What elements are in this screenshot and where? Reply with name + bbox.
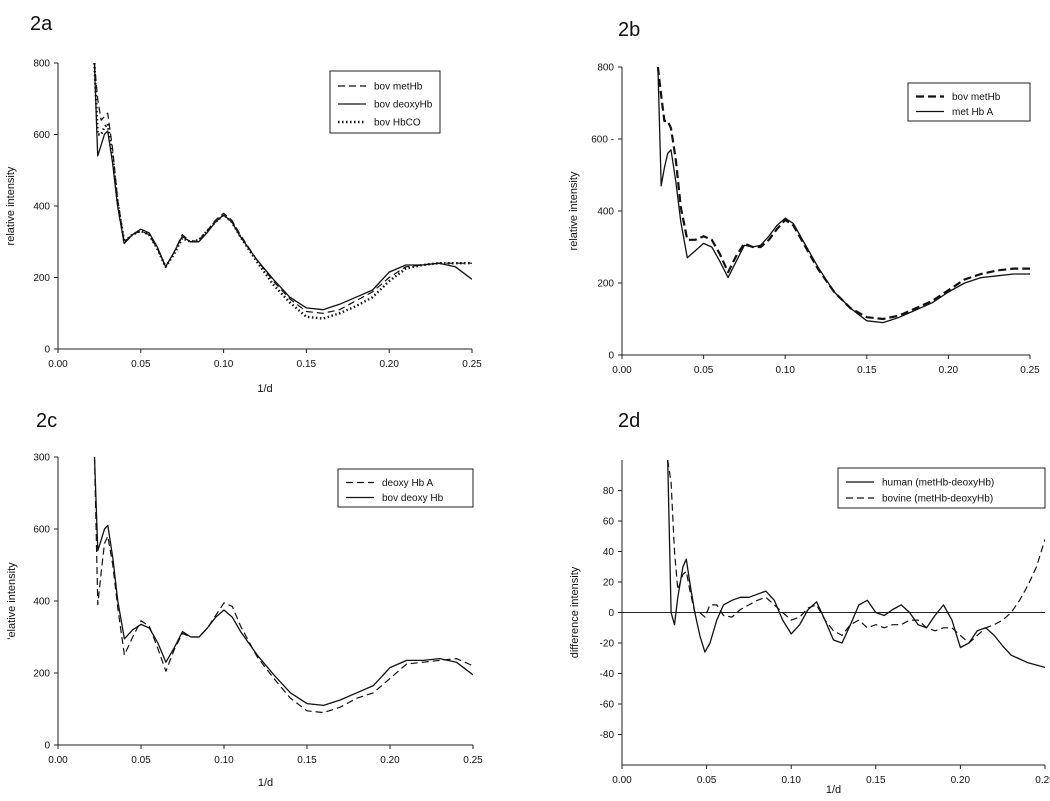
- x-tick-label: 0.05: [131, 755, 151, 766]
- x-tick-label: 0.00: [612, 775, 632, 786]
- y-tick-label: 400: [33, 597, 50, 608]
- chart-panel-2d: 2d 0.00 0.05 0.10 0.15 0.20 0.25 -80 -60 -40 -20 0 2…: [569, 410, 1050, 796]
- legend-box: [337, 468, 474, 508]
- x-tick-label: 0.10: [214, 755, 234, 766]
- x-tick-label: 0.15: [857, 365, 877, 376]
- y-tick-label: 20: [603, 578, 615, 589]
- x-axis-label: 1/d: [257, 383, 272, 395]
- x-tick-label: 0.25: [462, 359, 482, 370]
- y-tick-label: 0: [44, 741, 50, 752]
- legend-label: bov deoxy Hb: [382, 493, 444, 504]
- legend-label: bov deoxyHb: [374, 100, 433, 111]
- x-tick-label: 0.20: [380, 755, 400, 766]
- y-axis-label: relative intensity: [5, 166, 17, 245]
- y-tick-label: 60: [603, 517, 615, 528]
- y-tick-label: -20: [600, 639, 615, 650]
- y-axis-label: 'elative intensity: [6, 562, 18, 640]
- panel-title: 2a: [30, 13, 53, 35]
- x-axis-label: 1/d: [826, 784, 841, 796]
- x-tick-label: 0.05: [131, 359, 151, 370]
- series-line-1: [656, 66, 1030, 321]
- y-tick-label: -80: [600, 730, 615, 741]
- x-tick-label: 0.05: [697, 775, 717, 786]
- y-axis-label: relative intensity: [568, 171, 580, 250]
- y-tick-label: -60: [600, 700, 615, 711]
- series-line-2: [657, 66, 1030, 324]
- x-tick-label: 0.20: [951, 775, 971, 786]
- y-tick-label: 800: [597, 63, 614, 74]
- series-line-1: [93, 62, 472, 314]
- x-tick-label: 0.25: [1020, 365, 1040, 376]
- legend-label: bov HbCO: [374, 118, 421, 129]
- y-tick-label: 400: [33, 202, 50, 213]
- y-tick-label: 200: [33, 273, 50, 284]
- chart-panel-2c: 2c 0.00 0.05 0.10 0.15 0.20 0.25 0 200 400 600 300 1…: [6, 410, 483, 789]
- panel-title: 2b: [618, 19, 640, 41]
- x-tick-label: 0.15: [866, 775, 886, 786]
- x-tick-label: 0.05: [694, 365, 714, 376]
- legend: bov metHb met Hb A: [907, 82, 1031, 122]
- x-tick-label: 0.15: [297, 755, 317, 766]
- legend-label: bovine (metHb-deoxyHb): [882, 494, 993, 505]
- x-tick-label: 0.20: [939, 365, 959, 376]
- chart-panel-2b: 2b 0.00 0.05 0.10 0.15 0.20 0.25 0 200 400 600 - 80…: [568, 19, 1040, 376]
- legend-label: met Hb A: [952, 107, 993, 118]
- series-line-2: [667, 459, 1045, 644]
- x-tick-label: 0.15: [297, 359, 317, 370]
- x-tick-label: 0.20: [379, 359, 399, 370]
- y-tick-label: 400: [597, 207, 614, 218]
- legend-label: deoxy Hb A: [382, 478, 433, 489]
- y-tick-label: 300: [33, 453, 50, 464]
- y-tick-label: 800: [33, 59, 50, 70]
- panel-title: 2c: [36, 410, 57, 432]
- legend-box: [907, 82, 1031, 122]
- legend: bov metHb bov deoxyHb bov HbCO: [329, 70, 441, 134]
- y-tick-label: 200: [597, 279, 614, 290]
- series-line-2: [93, 456, 473, 707]
- y-tick-label: 40: [603, 547, 615, 558]
- x-tick-label: 0.10: [214, 359, 234, 370]
- series-line-3: [93, 62, 472, 320]
- x-tick-label: 0.00: [612, 365, 632, 376]
- x-tick-label: 0.00: [48, 755, 68, 766]
- y-tick-label: 0: [608, 351, 614, 362]
- y-tick-label: 0: [44, 345, 50, 356]
- x-tick-label: 0.10: [775, 365, 795, 376]
- y-tick-label: 600: [33, 130, 50, 141]
- y-tick-label: 0: [608, 608, 614, 619]
- x-tick-label: 0.25: [463, 755, 483, 766]
- y-tick-label: 600 -: [591, 135, 614, 146]
- x-tick-label: 0.25: [1035, 775, 1050, 786]
- y-tick-label: 600: [33, 525, 50, 536]
- legend-label: bov metHb: [374, 82, 423, 93]
- legend: deoxy Hb A bov deoxy Hb: [337, 468, 474, 508]
- legend-label: bov metHb: [952, 92, 1001, 103]
- x-tick-label: 0.00: [48, 359, 68, 370]
- legend-box: [837, 467, 1046, 509]
- x-tick-label: 0.10: [781, 775, 801, 786]
- y-tick-label: 200: [33, 669, 50, 680]
- legend-label: human (metHb-deoxyHb): [882, 478, 994, 489]
- y-tick-label: -40: [600, 669, 615, 680]
- legend-box: [329, 70, 441, 134]
- legend: human (metHb-deoxyHb) bovine (metHb-deoxy…: [837, 467, 1046, 509]
- y-tick-label: 80: [603, 486, 615, 497]
- x-axis-label: 1/d: [258, 777, 273, 789]
- chart-panel-2a: 2a 0.00 0.05 0.10 0.15 0.20 0.25 0 200 400 600 800 1…: [5, 13, 482, 395]
- y-axis-label: difference intensity: [569, 566, 581, 658]
- panel-title: 2d: [618, 410, 640, 432]
